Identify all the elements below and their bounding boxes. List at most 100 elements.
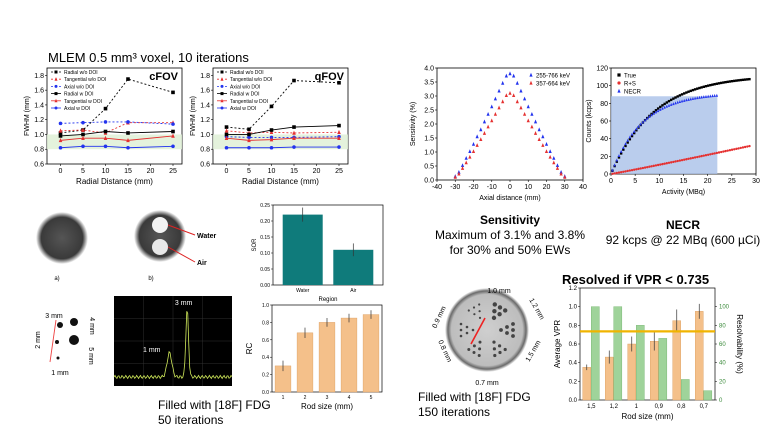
- cfov-point: [81, 127, 85, 132]
- qfov-legend-label: Axial w DOI: [230, 106, 256, 112]
- cfov-ytick-label: 1.8: [34, 73, 44, 80]
- sensitivity-point: [555, 163, 560, 168]
- cfov-ylabel: FWHM (mm): [24, 96, 31, 136]
- cfov-ytick-label: 1.2: [34, 117, 44, 124]
- cfov-xlabel: Radial Distance (mm): [76, 177, 153, 186]
- necr-point: [737, 147, 740, 150]
- necr-point: [741, 146, 745, 149]
- sensitivity-caption-line-1: Maximum of 3.1% and 3.8%: [434, 228, 586, 242]
- qfov-xlabel: Radial Distance (mm): [242, 177, 319, 186]
- phantom-label-4mm: 4 mm: [88, 317, 95, 335]
- cfov-point: [103, 135, 108, 140]
- qfov-point: [224, 125, 229, 129]
- phantom-label-3mm: 3 mm: [45, 313, 63, 320]
- qfov-ytick-label: 1.4: [200, 102, 210, 109]
- sensitivity-xlabel: Axial distance (mm): [479, 195, 540, 202]
- cfov-legend-label: Axial w DOI: [64, 106, 90, 112]
- sensitivity-point: [479, 127, 483, 132]
- cfov-point: [58, 131, 63, 135]
- qfov-series-line: [226, 130, 340, 134]
- necr-point: [641, 120, 645, 124]
- necr-point: [746, 78, 749, 81]
- rc-bar: [362, 314, 380, 393]
- image-label-air: Air: [197, 260, 207, 267]
- necr-point: [691, 96, 695, 100]
- necr-point: [661, 162, 664, 166]
- qfov-point: [269, 145, 274, 150]
- hotrod-rod: [459, 328, 463, 332]
- necr-point: [685, 98, 688, 102]
- qfov-series-line: [226, 125, 340, 135]
- sensitivity-ytick-label: 3.5: [424, 80, 434, 87]
- rod-5mm: [69, 335, 79, 345]
- necr-point: [674, 160, 677, 163]
- vpr-ytick2-label: 80: [719, 323, 726, 329]
- hotrod-rod: [472, 344, 476, 348]
- sensitivity-caption-line-2: for 30% and 50% EWs: [449, 243, 571, 257]
- cfov-xtick-label: 10: [102, 168, 110, 175]
- cfov-legend-marker: [54, 70, 58, 74]
- hotrod-rod: [492, 308, 497, 314]
- qfov-ytick-label: 1.0: [200, 132, 210, 139]
- water-arrow: [167, 224, 196, 236]
- cfov-xtick-label: 25: [169, 168, 177, 175]
- vpr-ytick2-label: 20: [719, 379, 726, 385]
- necr-point: [672, 97, 675, 100]
- necr-point: [702, 95, 705, 99]
- cfov-point: [81, 120, 85, 125]
- necr-point: [656, 107, 660, 110]
- necr-point: [717, 151, 721, 154]
- profile-label-3mm: 3 mm: [175, 300, 193, 307]
- qfov-ylabel: FWHM (mm): [190, 96, 197, 136]
- necr-point: [704, 94, 708, 98]
- rc-xlabel: Rod size (mm): [301, 402, 353, 411]
- hotrod-rod: [505, 325, 509, 329]
- necr-point: [700, 154, 703, 158]
- necr-point: [665, 162, 669, 165]
- necr-point: [630, 134, 634, 138]
- necr-point: [728, 80, 732, 83]
- sensitivity-point: [493, 96, 497, 101]
- sensitivity-point: [457, 171, 461, 176]
- sor-bar: [282, 214, 323, 285]
- necr-point: [650, 165, 653, 168]
- qfov-point: [224, 132, 229, 137]
- necr-point: [628, 135, 632, 139]
- hotrod-label-right-1: 1.2 mm: [527, 297, 545, 321]
- hotrod-rod: [511, 328, 515, 332]
- necr-ytick-label: 120: [596, 66, 608, 73]
- sensitivity-point: [468, 154, 472, 159]
- rod-1mm: [56, 356, 60, 360]
- qfov-legend-marker: [220, 106, 224, 110]
- qfov-ytick-label: 1.6: [200, 88, 210, 95]
- sensitivity-point: [501, 80, 505, 85]
- sor-category-label: Water: [296, 288, 309, 294]
- necr-point: [730, 148, 734, 151]
- necr-point: [696, 87, 699, 90]
- necr-point: [689, 157, 692, 160]
- hotrod-rod: [467, 348, 471, 352]
- cfov-point: [126, 131, 130, 135]
- rc-ytick-label: 0.4: [262, 355, 269, 361]
- rod-3mm: [57, 322, 63, 328]
- cfov-point: [171, 144, 175, 149]
- cfov-xtick-label: 5: [81, 168, 85, 175]
- hotrod-rod: [497, 311, 502, 317]
- necr-point: [720, 81, 723, 85]
- cfov-legend-marker: [54, 92, 58, 96]
- qfov-point: [269, 128, 274, 132]
- sensitivity-point: [464, 160, 468, 165]
- cfov-xtick-label: 20: [147, 168, 155, 175]
- vpr-category-label: 0,7: [700, 404, 709, 410]
- necr-point: [687, 97, 690, 101]
- necr-point: [733, 148, 736, 151]
- necr-ylabel: Counts (kcps): [586, 99, 593, 142]
- necr-legend-label: NECR: [624, 90, 642, 96]
- necr-point: [626, 138, 629, 142]
- hotrod-rod: [505, 331, 509, 335]
- rc-category-label: 4: [348, 395, 351, 401]
- cfov-point: [58, 128, 63, 133]
- necr-point: [635, 168, 638, 171]
- necr-point: [674, 96, 677, 99]
- necr-point: [687, 90, 690, 93]
